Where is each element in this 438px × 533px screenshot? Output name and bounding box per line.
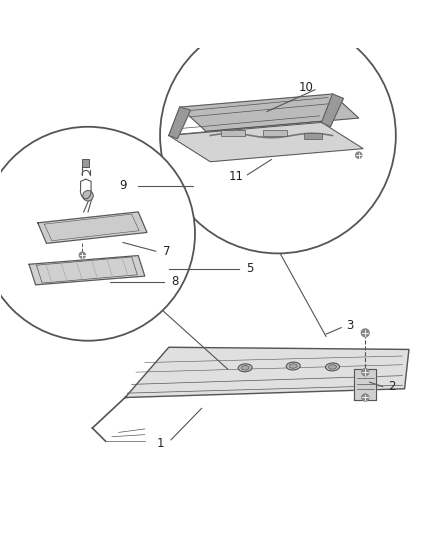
Circle shape <box>361 329 369 337</box>
Text: 5: 5 <box>246 262 253 275</box>
Ellipse shape <box>286 362 300 370</box>
Polygon shape <box>125 348 409 398</box>
Circle shape <box>0 127 195 341</box>
Text: 9: 9 <box>119 179 127 192</box>
Bar <box>263 130 287 136</box>
Circle shape <box>160 18 396 253</box>
Polygon shape <box>169 123 363 161</box>
Ellipse shape <box>325 363 339 371</box>
Polygon shape <box>180 94 359 131</box>
Text: 1: 1 <box>156 437 164 450</box>
Polygon shape <box>169 107 191 139</box>
Text: 8: 8 <box>172 275 179 288</box>
Polygon shape <box>354 369 376 400</box>
Ellipse shape <box>289 364 297 368</box>
Ellipse shape <box>241 366 249 370</box>
Ellipse shape <box>328 365 336 369</box>
Text: 7: 7 <box>163 245 170 258</box>
Polygon shape <box>38 212 147 244</box>
Text: 11: 11 <box>229 171 244 183</box>
Polygon shape <box>321 94 343 127</box>
Circle shape <box>79 252 85 258</box>
Circle shape <box>362 369 369 376</box>
Text: 2: 2 <box>388 380 395 393</box>
Circle shape <box>356 152 362 158</box>
Text: 3: 3 <box>346 319 353 332</box>
Circle shape <box>83 190 93 201</box>
Ellipse shape <box>238 364 252 372</box>
Text: 10: 10 <box>299 81 314 94</box>
Polygon shape <box>29 256 145 285</box>
Bar <box>304 133 321 139</box>
Bar <box>82 159 89 167</box>
Circle shape <box>362 394 369 401</box>
Bar <box>221 130 245 136</box>
